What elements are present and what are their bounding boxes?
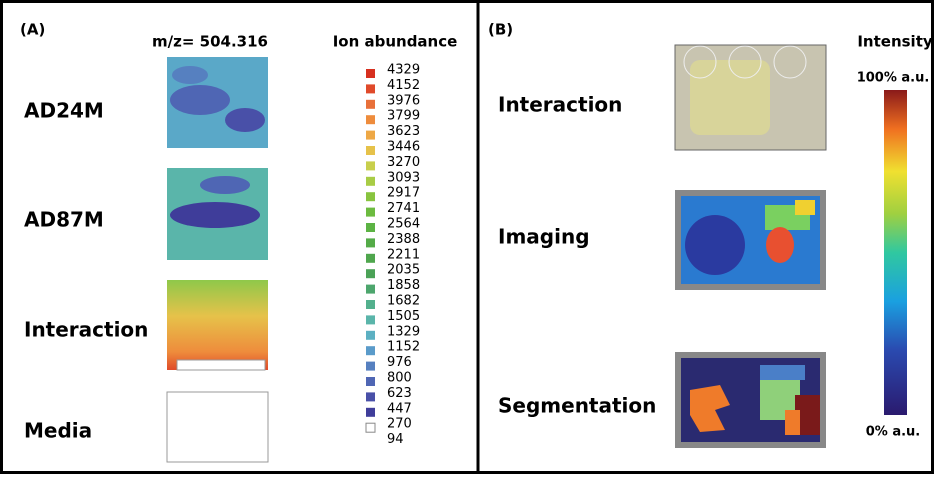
heatmap (167, 168, 268, 260)
level-label: 2388 (387, 232, 420, 247)
level-label: 976 (387, 355, 412, 370)
swatch (366, 84, 375, 94)
swatch (366, 207, 375, 217)
level-label: 2035 (387, 263, 420, 278)
level-label: 3623 (387, 124, 420, 139)
swatch (366, 146, 375, 155)
photo (674, 44, 827, 151)
swatch (366, 377, 375, 386)
swatch (366, 99, 375, 109)
swatch (366, 284, 375, 294)
swatch (366, 161, 375, 171)
row-label: Media (24, 419, 92, 443)
level-label: 3799 (387, 109, 420, 124)
min-label: 0% a.u. (866, 425, 921, 440)
level-label: 1329 (387, 324, 420, 339)
panel-tag: (B) (488, 21, 513, 39)
swatch (366, 176, 375, 186)
swatch (366, 115, 375, 125)
level-label: 2564 (387, 217, 420, 232)
swatch (365, 422, 376, 433)
colorbar (884, 90, 907, 415)
level-label: 1682 (387, 294, 420, 309)
level-label: 3446 (387, 140, 420, 155)
level-label: 4152 (387, 78, 420, 93)
heatmap (166, 391, 269, 463)
panel-tag: (A) (20, 21, 45, 39)
heatmap (167, 57, 268, 148)
level-label: 623 (387, 386, 412, 401)
swatch (366, 315, 375, 325)
level-label: 447 (387, 401, 412, 416)
row-label: Segmentation (498, 394, 656, 418)
level-label: 270 (387, 417, 412, 432)
level-label: 4329 (387, 63, 420, 78)
segmentation (675, 352, 826, 448)
legend: 4329415239763799362334463270309329172741… (365, 63, 420, 447)
heatmap (167, 280, 268, 371)
legend-title: Intensity (857, 33, 933, 51)
swatch (366, 192, 375, 202)
level-label: 3270 (387, 155, 420, 170)
swatch (366, 346, 375, 356)
swatch (366, 300, 375, 309)
swatch (366, 361, 375, 371)
level-label: 1505 (387, 309, 420, 324)
row-label: AD24M (24, 99, 104, 123)
level-label: 2741 (387, 201, 420, 216)
level-label: 1152 (387, 340, 420, 355)
swatch (366, 223, 375, 232)
row-label: Interaction (498, 93, 622, 117)
legend-title: Ion abundance (333, 33, 458, 51)
level-label: 94 (387, 432, 404, 447)
max-label: 100% a.u. (857, 71, 930, 86)
row-label: Imaging (498, 225, 590, 249)
level-label: 3976 (387, 93, 420, 108)
ion-image (675, 190, 826, 290)
swatch (366, 392, 375, 402)
level-label: 1858 (387, 278, 420, 293)
level-label: 3093 (387, 170, 420, 185)
swatch (366, 130, 375, 140)
level-label: 2917 (387, 186, 420, 201)
row-label: Interaction (24, 318, 148, 342)
row-label: AD87M (24, 208, 104, 232)
level-label: 2211 (387, 247, 420, 262)
swatch (366, 330, 375, 340)
swatch (366, 238, 375, 248)
swatch (366, 253, 375, 263)
mz-label: m/z= 504.316 (152, 33, 268, 51)
swatch (366, 407, 375, 417)
level-label: 800 (387, 371, 412, 386)
swatch (366, 269, 375, 279)
swatch (366, 69, 375, 78)
